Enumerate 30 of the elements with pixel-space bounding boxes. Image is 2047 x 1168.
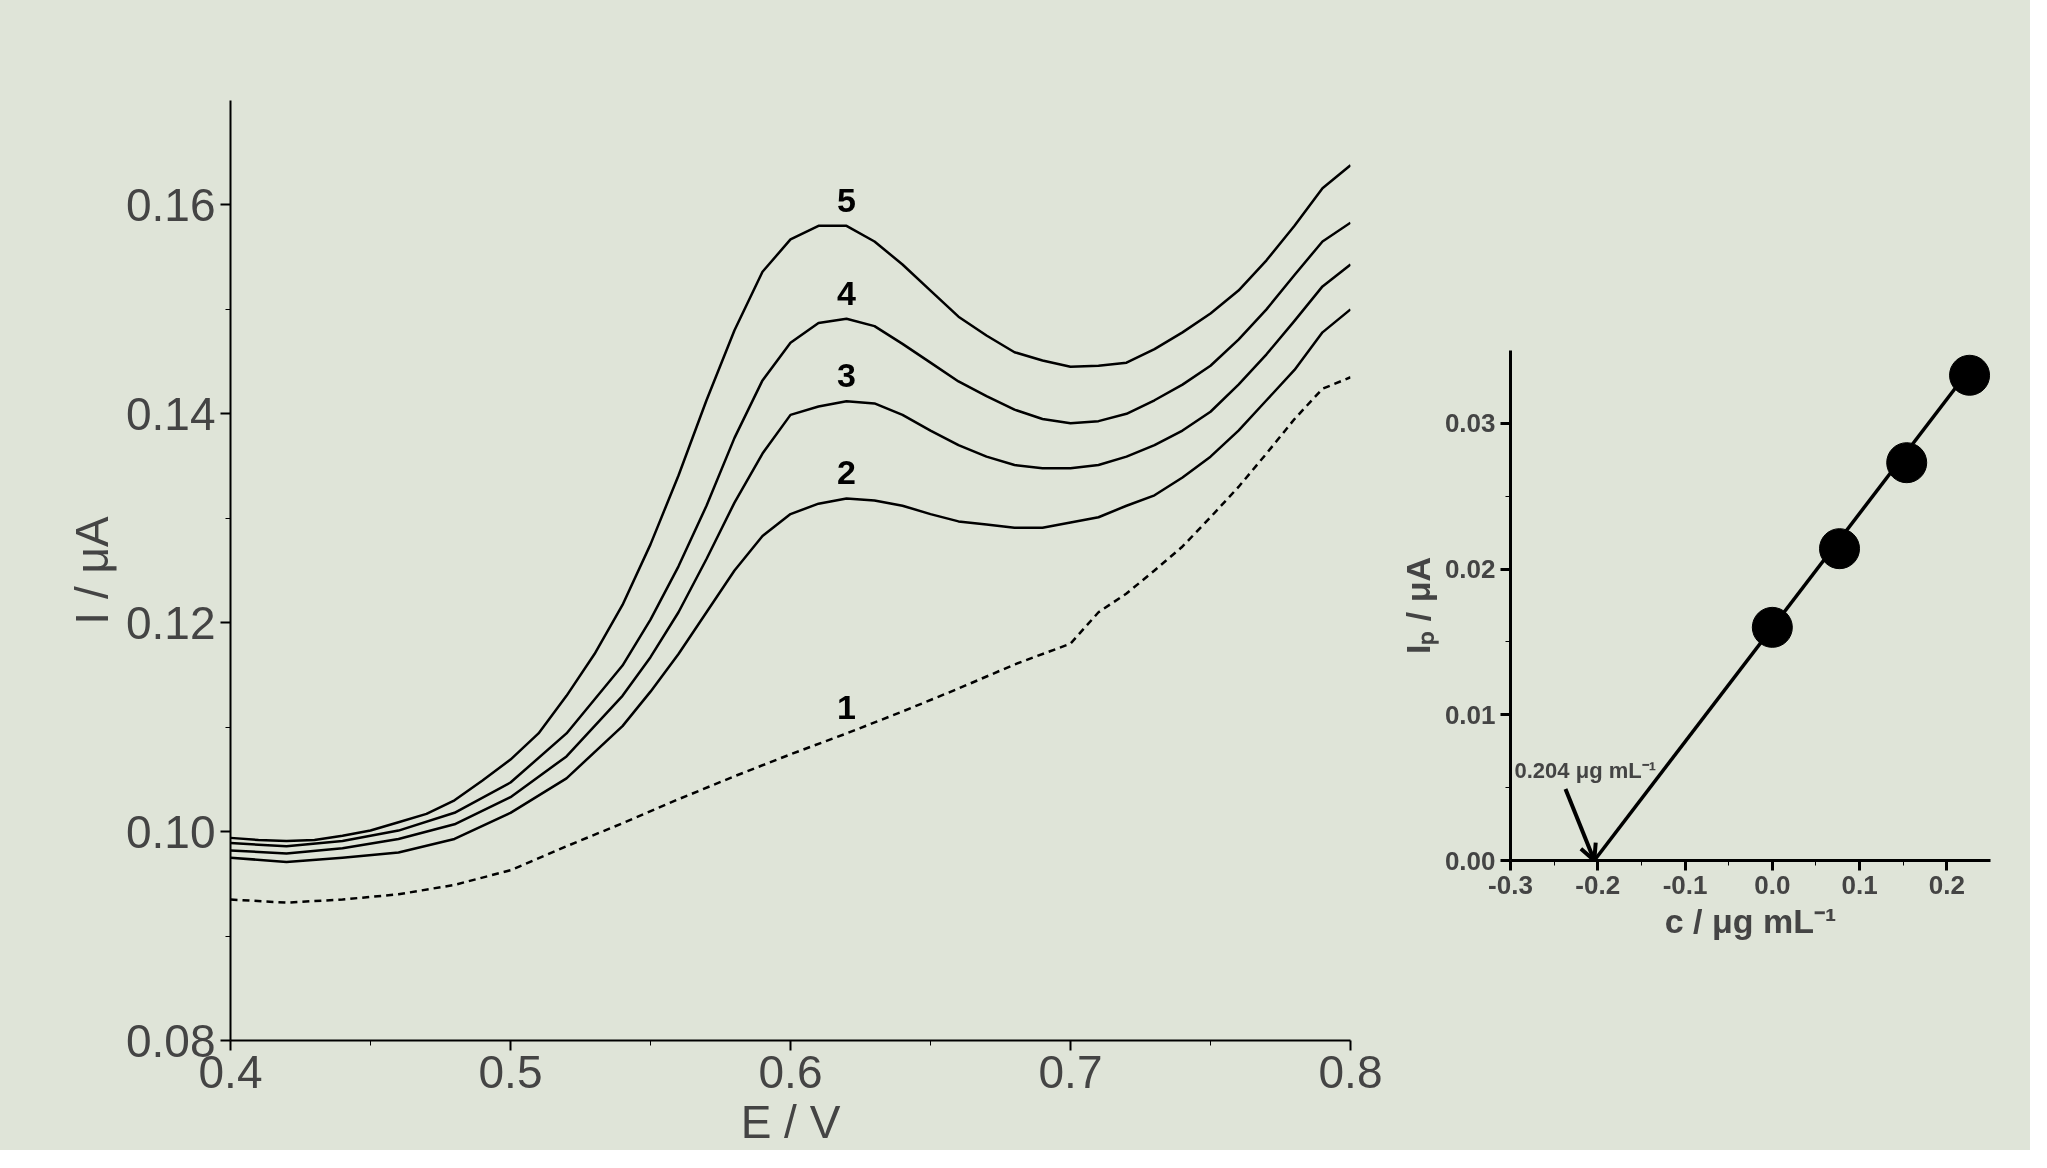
series-label: 3 (837, 356, 856, 395)
x-tick-label: -0.1 (1662, 869, 1708, 900)
series-label: 2 (837, 453, 856, 492)
y-tick-label: 0.01 (1444, 699, 1496, 730)
x-tick-label: 0.7 (1038, 1045, 1103, 1098)
y-tick-label: 0.03 (1444, 408, 1496, 439)
x-tick-label: 0.8 (1318, 1045, 1383, 1098)
x-tick-label: -0.2 (1575, 869, 1621, 900)
y-tick-label: 0.02 (1444, 554, 1496, 585)
y-axis-title: Iₚ / μA (1398, 556, 1439, 655)
x-tick-label: 0.6 (758, 1045, 823, 1098)
x-tick-label: 0.0 (1754, 869, 1791, 900)
x-tick-label: 0.5 (478, 1045, 543, 1098)
point (1819, 528, 1861, 570)
point (1949, 354, 1991, 396)
y-tick-label: 0.14 (125, 387, 216, 440)
x-tick-label: 0.2 (1928, 869, 1965, 900)
x-tick-label: 0.1 (1841, 869, 1878, 900)
series-label: 4 (837, 273, 857, 312)
y-tick-label: 0.16 (125, 178, 216, 231)
point (1751, 606, 1793, 648)
x-axis-title: c / μg mL⁻¹ (1664, 901, 1837, 940)
point (1886, 442, 1928, 484)
y-tick-label: 0.10 (125, 805, 216, 858)
series-label: 5 (837, 180, 856, 219)
y-tick-label: 0.12 (125, 596, 216, 649)
annotation: 0.204 μg mL⁻¹ (1514, 758, 1657, 784)
series-label: 1 (837, 688, 856, 727)
x-axis-title: E / V (740, 1095, 841, 1148)
y-axis-title: I / μA (65, 516, 118, 625)
